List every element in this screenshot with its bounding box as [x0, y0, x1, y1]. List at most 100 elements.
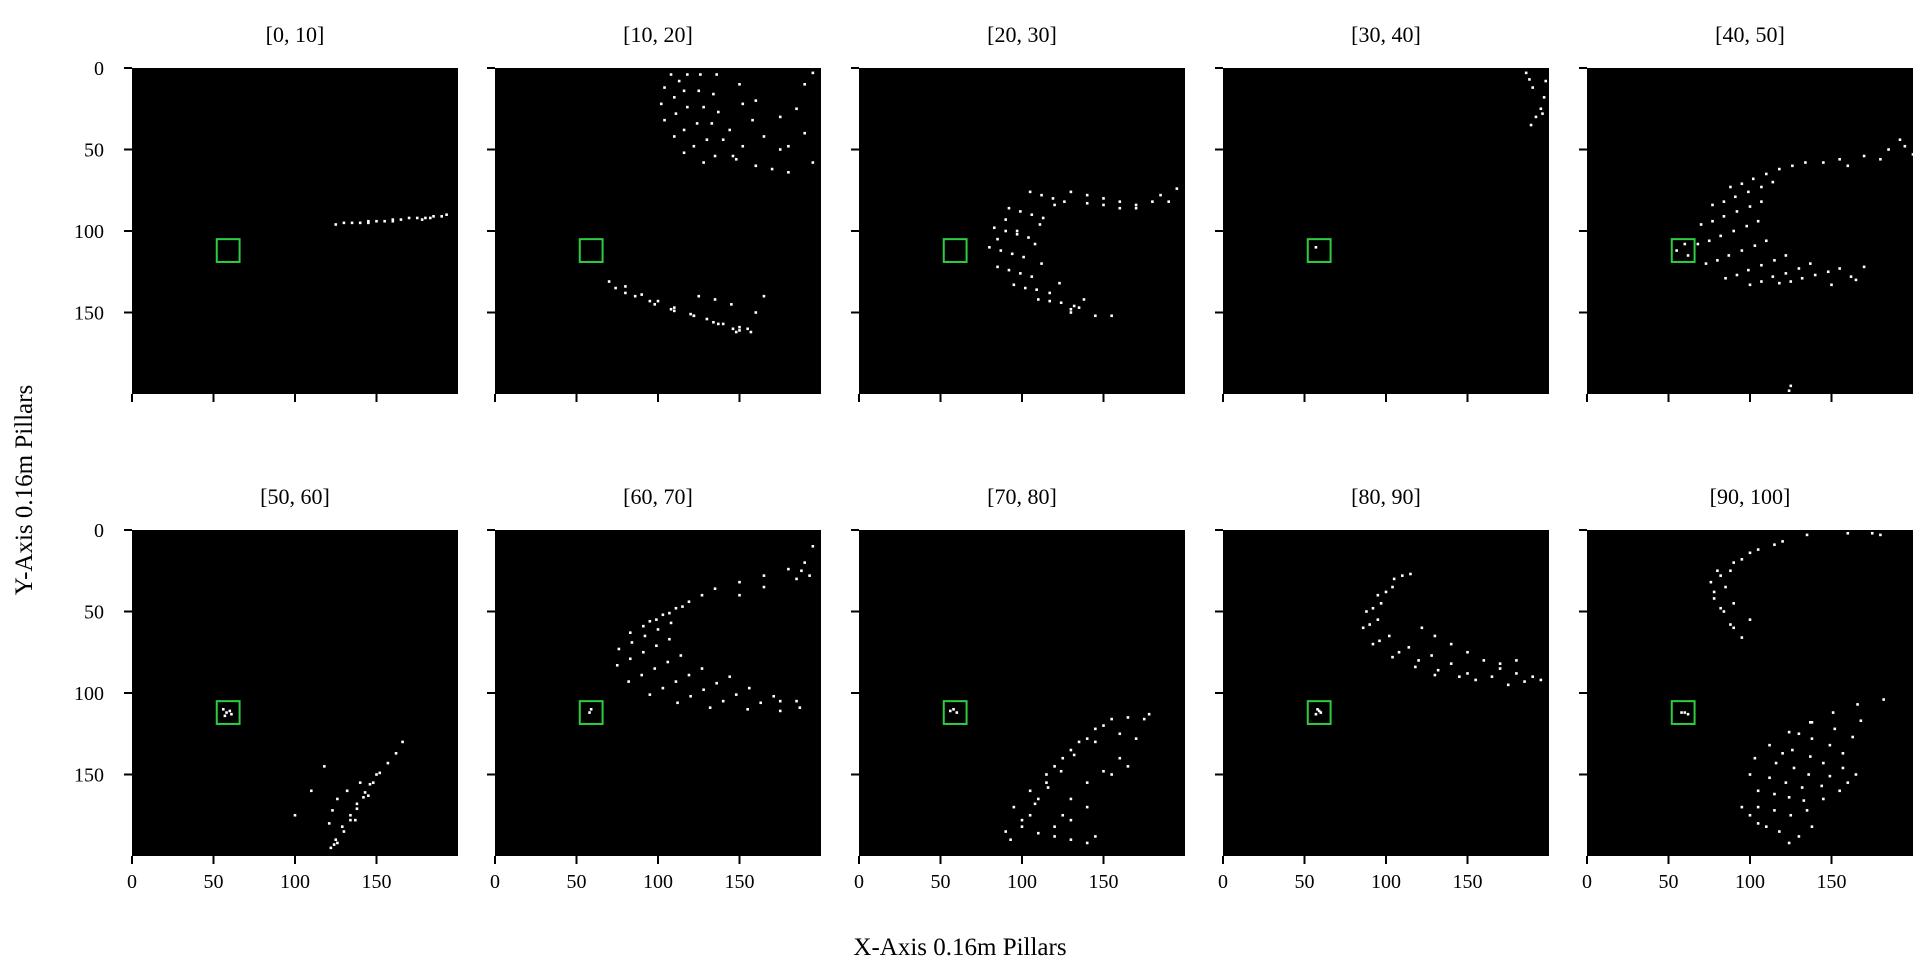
data-point	[730, 303, 733, 306]
data-point	[1820, 784, 1824, 788]
data-point	[375, 773, 378, 776]
data-point	[1831, 711, 1835, 714]
highlight-box	[578, 238, 604, 263]
data-point	[1040, 262, 1043, 265]
data-point	[1147, 712, 1151, 716]
data-point	[368, 782, 372, 786]
data-point	[1085, 201, 1089, 205]
data-point	[1740, 636, 1744, 639]
data-point	[1854, 773, 1858, 776]
data-point	[1102, 769, 1105, 773]
data-point	[689, 312, 692, 316]
data-point	[759, 701, 762, 705]
data-point	[1846, 781, 1850, 784]
data-point	[712, 320, 715, 324]
data-point	[1053, 765, 1056, 768]
data-point	[1539, 678, 1543, 682]
data-point	[1760, 263, 1763, 267]
data-point	[1085, 781, 1089, 784]
data-point	[1722, 200, 1726, 203]
data-point	[778, 115, 782, 119]
data-point	[1316, 708, 1319, 711]
data-point	[648, 693, 652, 696]
data-point	[1813, 273, 1817, 277]
data-point	[1879, 157, 1882, 161]
data-point	[1699, 223, 1703, 226]
data-point	[749, 330, 753, 334]
data-point	[1778, 167, 1781, 171]
x-tick-label: 150	[1089, 871, 1119, 893]
data-point	[738, 329, 741, 332]
data-point	[1789, 280, 1793, 283]
data-point	[391, 218, 395, 221]
data-point	[1466, 672, 1469, 675]
data-point	[1756, 822, 1760, 825]
data-point	[355, 807, 359, 811]
data-point	[1037, 298, 1040, 301]
data-point	[349, 818, 352, 822]
data-point	[682, 89, 686, 93]
data-point	[687, 600, 691, 604]
data-point	[1528, 78, 1531, 81]
data-point	[1544, 79, 1548, 83]
x-tick-label: 0	[1218, 871, 1228, 893]
data-point	[628, 657, 632, 661]
data-point	[627, 680, 630, 683]
data-point	[668, 637, 671, 641]
data-point	[394, 752, 398, 755]
data-point	[1765, 239, 1768, 243]
data-point	[1515, 659, 1518, 662]
data-point	[697, 89, 701, 93]
data-point	[1849, 275, 1853, 278]
data-point	[669, 307, 673, 311]
data-point	[1771, 180, 1775, 184]
data-point	[1069, 311, 1073, 314]
data-point	[746, 327, 749, 331]
panel-title: [60, 70]	[623, 484, 693, 509]
data-point	[628, 631, 632, 634]
data-point	[1007, 268, 1011, 272]
data-point	[1085, 193, 1089, 197]
data-point	[1433, 634, 1437, 638]
data-point	[734, 157, 738, 161]
data-point	[734, 330, 738, 334]
data-point	[1037, 831, 1040, 835]
data-point	[342, 221, 346, 225]
data-point	[1789, 384, 1793, 388]
data-point	[1531, 675, 1534, 678]
data-point	[415, 216, 419, 220]
data-point	[1911, 153, 1915, 156]
data-point	[420, 218, 424, 221]
data-point	[803, 131, 806, 135]
panel-title: [50, 60]	[260, 484, 330, 509]
data-point	[1466, 650, 1469, 654]
data-point	[1807, 773, 1810, 776]
data-point	[1059, 301, 1063, 305]
data-point	[1498, 662, 1502, 665]
data-point	[1167, 200, 1170, 203]
data-point	[383, 219, 386, 223]
data-point	[1020, 818, 1024, 822]
data-point	[1870, 531, 1874, 535]
data-point	[1319, 711, 1323, 714]
data-point	[661, 686, 665, 690]
data-point	[399, 218, 403, 221]
data-point	[705, 138, 709, 142]
data-point	[754, 311, 758, 314]
data-point	[1015, 232, 1019, 236]
data-point	[1810, 737, 1814, 740]
data-point	[1760, 280, 1763, 283]
data-point	[1729, 569, 1732, 573]
data-point	[738, 580, 741, 584]
data-point	[1077, 306, 1081, 309]
data-point	[1748, 773, 1752, 776]
y-tick-label: 150	[74, 303, 104, 325]
data-point	[1760, 200, 1763, 203]
data-point	[1482, 659, 1486, 662]
data-point	[1053, 825, 1056, 828]
data-point	[1846, 164, 1850, 168]
data-point	[708, 706, 712, 709]
data-point	[1506, 683, 1510, 687]
data-point	[811, 71, 815, 75]
